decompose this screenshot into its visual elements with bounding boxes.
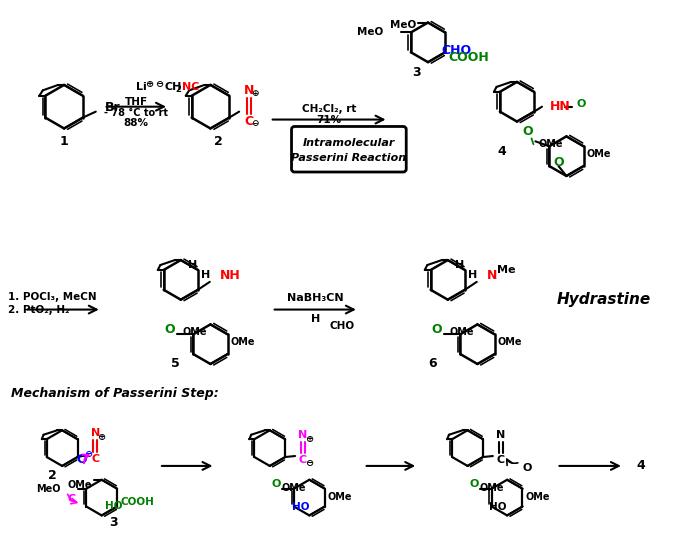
Text: N: N bbox=[91, 428, 100, 438]
Text: O: O bbox=[431, 323, 442, 336]
Text: H: H bbox=[188, 260, 198, 270]
Text: Br: Br bbox=[105, 101, 120, 114]
Text: ⊖: ⊖ bbox=[84, 449, 92, 459]
Text: Hydrastine: Hydrastine bbox=[557, 292, 650, 307]
Text: CHO: CHO bbox=[442, 44, 472, 57]
Text: N: N bbox=[298, 430, 308, 440]
Text: O: O bbox=[272, 479, 281, 489]
Text: COOH: COOH bbox=[448, 51, 489, 64]
Text: ⊕: ⊕ bbox=[251, 90, 259, 98]
Text: NaBH₃CN: NaBH₃CN bbox=[287, 293, 344, 303]
Text: Intramolecular: Intramolecular bbox=[303, 138, 395, 148]
Text: OMe: OMe bbox=[328, 492, 352, 502]
Text: OMe: OMe bbox=[183, 327, 208, 337]
Text: CH₂Cl₂, rt: CH₂Cl₂, rt bbox=[302, 103, 356, 114]
Text: O: O bbox=[576, 99, 586, 109]
Text: OMe: OMe bbox=[498, 337, 522, 347]
Text: 4: 4 bbox=[636, 459, 645, 472]
Text: 4: 4 bbox=[498, 145, 507, 158]
Text: OMe: OMe bbox=[282, 483, 306, 493]
Text: 5: 5 bbox=[172, 358, 180, 370]
Text: N: N bbox=[487, 270, 497, 282]
Text: 2: 2 bbox=[214, 135, 223, 148]
Text: HO: HO bbox=[291, 502, 309, 512]
Text: MeO: MeO bbox=[36, 483, 60, 494]
Text: ⊕: ⊕ bbox=[145, 79, 153, 89]
Text: 2. PtO₂, H₂: 2. PtO₂, H₂ bbox=[7, 304, 69, 315]
Text: 88%: 88% bbox=[124, 117, 149, 128]
Text: HN: HN bbox=[550, 100, 570, 113]
Text: H: H bbox=[456, 260, 464, 270]
Text: ⊖: ⊖ bbox=[155, 79, 163, 89]
Text: ⊖: ⊖ bbox=[251, 119, 259, 128]
Text: NH: NH bbox=[219, 270, 240, 282]
Text: C: C bbox=[299, 455, 307, 465]
Text: O: O bbox=[469, 479, 479, 489]
Text: 3: 3 bbox=[411, 65, 420, 79]
Text: 6: 6 bbox=[428, 358, 437, 370]
Text: Me: Me bbox=[496, 265, 515, 275]
Text: H: H bbox=[468, 270, 477, 280]
Text: OMe: OMe bbox=[450, 327, 475, 337]
Text: 1: 1 bbox=[60, 135, 69, 148]
Text: N: N bbox=[244, 84, 254, 98]
Text: NC: NC bbox=[182, 82, 199, 92]
Text: C: C bbox=[67, 494, 75, 504]
Text: N: N bbox=[496, 430, 505, 440]
Text: 2: 2 bbox=[48, 470, 56, 482]
Text: MeO: MeO bbox=[357, 27, 383, 38]
Text: O: O bbox=[553, 155, 564, 169]
Text: CH: CH bbox=[165, 82, 183, 92]
Text: OMe: OMe bbox=[231, 337, 255, 347]
Text: CHO: CHO bbox=[329, 322, 354, 331]
Text: O: O bbox=[523, 463, 532, 473]
Text: C: C bbox=[496, 455, 504, 465]
Text: HO: HO bbox=[105, 501, 122, 510]
Text: OMe: OMe bbox=[479, 483, 504, 493]
Text: 2: 2 bbox=[176, 85, 182, 94]
Text: 71%: 71% bbox=[316, 115, 342, 124]
Text: OMe: OMe bbox=[539, 139, 564, 150]
Text: 3: 3 bbox=[109, 516, 118, 529]
FancyBboxPatch shape bbox=[291, 126, 406, 172]
Text: 1. POCl₃, MeCN: 1. POCl₃, MeCN bbox=[7, 292, 96, 302]
Text: OMe: OMe bbox=[67, 480, 92, 490]
Text: H: H bbox=[310, 315, 320, 324]
Text: OMe: OMe bbox=[526, 492, 550, 502]
Text: OMe: OMe bbox=[587, 149, 611, 159]
Text: ⊖: ⊖ bbox=[305, 458, 313, 468]
Text: O: O bbox=[164, 323, 175, 336]
Text: O: O bbox=[522, 125, 533, 138]
Text: ⊕: ⊕ bbox=[305, 434, 313, 444]
Text: Li: Li bbox=[136, 82, 147, 92]
Text: HO: HO bbox=[490, 502, 507, 512]
Text: COOH: COOH bbox=[120, 496, 154, 507]
Text: C: C bbox=[244, 115, 254, 128]
Text: H: H bbox=[201, 270, 210, 280]
Text: Mechanism of Passerini Step:: Mechanism of Passerini Step: bbox=[11, 387, 219, 400]
Text: ⊕: ⊕ bbox=[97, 432, 105, 442]
Text: O: O bbox=[77, 453, 87, 466]
Text: MeO: MeO bbox=[390, 19, 416, 29]
Text: - 78 °C to rt: - 78 °C to rt bbox=[105, 108, 168, 117]
Text: THF: THF bbox=[125, 96, 148, 107]
Text: Passerini Reaction: Passerini Reaction bbox=[291, 153, 407, 163]
Text: C: C bbox=[91, 454, 99, 464]
